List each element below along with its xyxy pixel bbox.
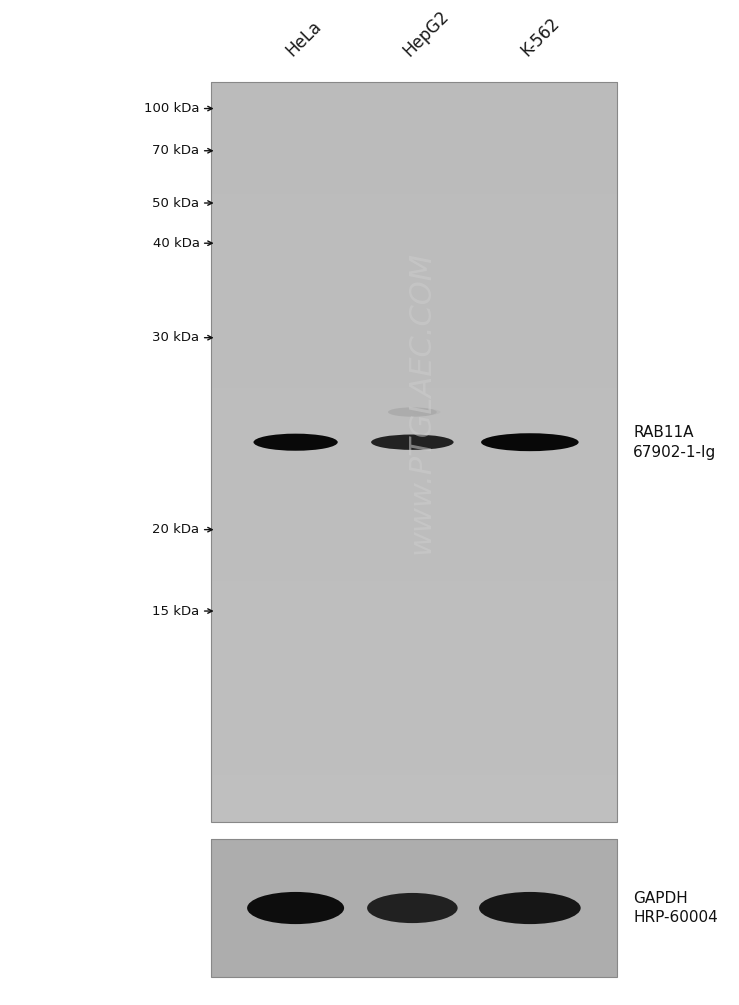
Text: GAPDH
HRP-60004: GAPDH HRP-60004 [633, 890, 718, 926]
Bar [211, 82, 617, 822]
Text: 100 kDa: 100 kDa [144, 103, 200, 115]
Text: 20 kDa: 20 kDa [152, 524, 200, 536]
Text: 40 kDa: 40 kDa [152, 237, 200, 249]
Ellipse shape [247, 892, 344, 925]
Text: 30 kDa: 30 kDa [152, 332, 200, 344]
Text: 50 kDa: 50 kDa [152, 197, 200, 209]
Ellipse shape [414, 409, 440, 415]
Ellipse shape [479, 892, 581, 925]
Text: 15 kDa: 15 kDa [152, 605, 200, 617]
Text: RAB11A
67902-1-Ig: RAB11A 67902-1-Ig [633, 425, 717, 459]
Text: HeLa: HeLa [283, 18, 325, 60]
Text: 70 kDa: 70 kDa [152, 145, 200, 157]
Ellipse shape [253, 434, 338, 450]
Text: K-562: K-562 [517, 15, 563, 60]
Ellipse shape [367, 892, 457, 923]
Ellipse shape [371, 434, 454, 450]
Ellipse shape [481, 433, 579, 451]
Text: HepG2: HepG2 [400, 7, 452, 60]
Bar [211, 839, 617, 977]
Text: www.PTGLAEC.COM: www.PTGLAEC.COM [406, 250, 436, 554]
Ellipse shape [388, 407, 437, 417]
